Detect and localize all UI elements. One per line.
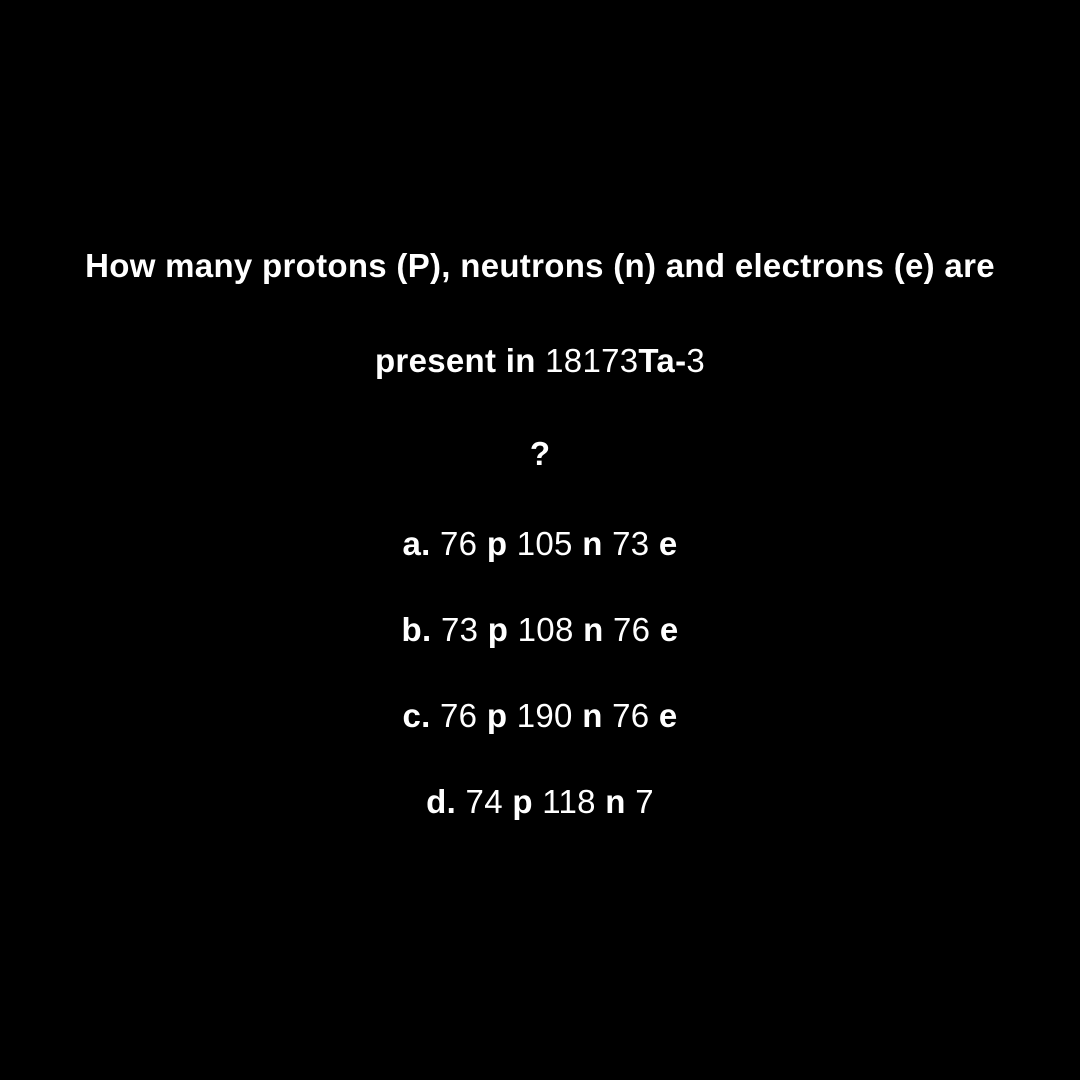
option-n-unit: n xyxy=(583,611,603,648)
question-container: How many protons (P), neutrons (n) and e… xyxy=(0,0,1080,821)
option-p-value: 76 xyxy=(440,697,477,734)
charge-number: 3 xyxy=(686,342,705,379)
question-prefix: present in xyxy=(375,342,545,379)
option-d: d. 74 p 118 n 7 xyxy=(426,783,654,821)
option-p-value: 76 xyxy=(440,525,477,562)
option-p-unit: p xyxy=(487,525,507,562)
option-e-value: 76 xyxy=(613,611,650,648)
options-list: a. 76 p 105 n 73 e b. 73 p 108 n 76 e c.… xyxy=(402,525,679,821)
question-line-1: How many protons (P), neutrons (n) and e… xyxy=(85,245,995,288)
option-n-value: 105 xyxy=(517,525,573,562)
option-n-value: 190 xyxy=(517,697,573,734)
question-line-2: present in 18173Ta-3 xyxy=(375,340,705,383)
isotope-number: 18173 xyxy=(545,342,638,379)
option-p-value: 73 xyxy=(441,611,478,648)
option-p-unit: p xyxy=(488,611,508,648)
option-p-unit: p xyxy=(512,783,532,820)
option-e-value: 73 xyxy=(612,525,649,562)
option-e-unit: e xyxy=(660,611,679,648)
option-c: c. 76 p 190 n 76 e xyxy=(402,697,677,735)
option-p-value: 74 xyxy=(466,783,503,820)
option-p-unit: p xyxy=(487,697,507,734)
option-e-value: 7 xyxy=(635,783,654,820)
option-b: b. 73 p 108 n 76 e xyxy=(402,611,679,649)
option-n-unit: n xyxy=(605,783,625,820)
option-label: c. xyxy=(402,697,430,734)
option-label: d. xyxy=(426,783,456,820)
question-mark: ? xyxy=(530,435,550,473)
option-label: b. xyxy=(402,611,432,648)
option-n-unit: n xyxy=(582,697,602,734)
option-a: a. 76 p 105 n 73 e xyxy=(402,525,677,563)
option-e-value: 76 xyxy=(612,697,649,734)
option-n-value: 118 xyxy=(542,783,596,820)
option-label: a. xyxy=(402,525,430,562)
option-n-value: 108 xyxy=(518,611,574,648)
option-e-unit: e xyxy=(659,525,678,562)
element-symbol: Ta- xyxy=(638,342,686,379)
option-n-unit: n xyxy=(582,525,602,562)
option-e-unit: e xyxy=(659,697,678,734)
